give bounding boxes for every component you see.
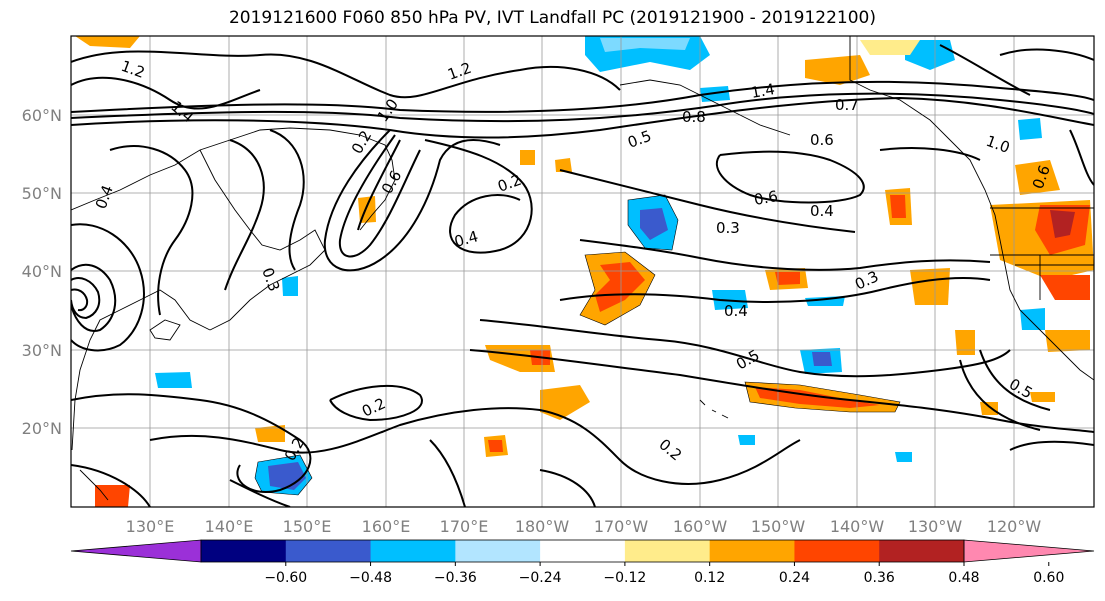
lon-label: 170°W [594, 517, 649, 536]
lon-label: 140°E [205, 517, 254, 536]
colorbar-segment [794, 540, 880, 562]
lat-label: 60°N [22, 106, 62, 125]
lon-label: 150°E [283, 517, 332, 536]
lon-label: 160°E [362, 517, 411, 536]
contour-label: 0.7 [835, 96, 859, 114]
colorbar-segment [455, 540, 541, 562]
colorbar-tick-label: 0.24 [779, 570, 810, 586]
colorbar-labels: −0.60 −0.48 −0.36 −0.24 −0.12 0.12 0.24 0.36 0.4… [264, 562, 1064, 586]
map-frame [70, 35, 1095, 508]
lon-label: 180°W [515, 517, 570, 536]
latitude-labels: 60°N 50°N 40°N 30°N 20°N [22, 106, 62, 438]
longitude-labels: 130°E 140°E 150°E 160°E 170°E 180°W 170°… [126, 517, 1042, 536]
contour-label: 1.4 [750, 80, 777, 102]
lon-label: 130°W [908, 517, 963, 536]
colorbar-segment [285, 540, 372, 562]
contour-label: 0.6 [753, 187, 780, 209]
colorbar-segment [709, 540, 795, 562]
colorbar-tick-label: 0.12 [694, 570, 725, 586]
contour-label: 0.6 [810, 131, 834, 149]
colorbar-segment [624, 540, 711, 562]
contour-label: 0.4 [810, 202, 834, 220]
colorbar [70, 539, 1095, 563]
colorbar-tick-label: −0.36 [434, 570, 477, 586]
pv-contours [71, 44, 1094, 507]
contour-label: 0.3 [716, 219, 740, 237]
lat-label: 50°N [22, 184, 62, 203]
colorbar-segment [370, 540, 456, 562]
lon-label: 170°E [440, 517, 489, 536]
contour-label: 0.4 [724, 302, 748, 320]
lon-label: 150°W [751, 517, 806, 536]
colorbar-tick-label: 0.36 [864, 570, 895, 586]
graticule [71, 36, 1094, 507]
lon-label: 130°E [126, 517, 175, 536]
lat-label: 30°N [22, 341, 62, 360]
lon-label: 160°W [673, 517, 728, 536]
colorbar-border [200, 539, 965, 563]
lat-label: 40°N [22, 262, 62, 281]
colorbar-segment [540, 540, 626, 562]
map-title: 2019121600 F060 850 hPa PV, IVT Landfall… [228, 8, 876, 28]
colorbar-extend-min [70, 539, 202, 563]
lat-label: 20°N [22, 419, 62, 438]
contour-label: 0.4 [452, 227, 480, 251]
colorbar-tick-label: −0.24 [519, 570, 562, 586]
lon-label: 140°W [830, 517, 885, 536]
colorbar-extend-max [963, 539, 1095, 563]
colorbar-tick-label: −0.48 [349, 570, 392, 586]
colorbar-segment [201, 540, 287, 562]
contour-label: 0.8 [682, 108, 706, 126]
colorbar-tick-label: −0.12 [603, 570, 646, 586]
colorbar-tick-label: 0.60 [1033, 570, 1064, 586]
shade-outlines [254, 194, 901, 496]
colorbar-segment [879, 540, 965, 562]
shaded-anomalies [75, 36, 1094, 507]
lon-label: 120°W [987, 517, 1042, 536]
colorbar-tick-label: 0.48 [948, 570, 979, 586]
colorbar-tick-label: −0.60 [264, 570, 307, 586]
